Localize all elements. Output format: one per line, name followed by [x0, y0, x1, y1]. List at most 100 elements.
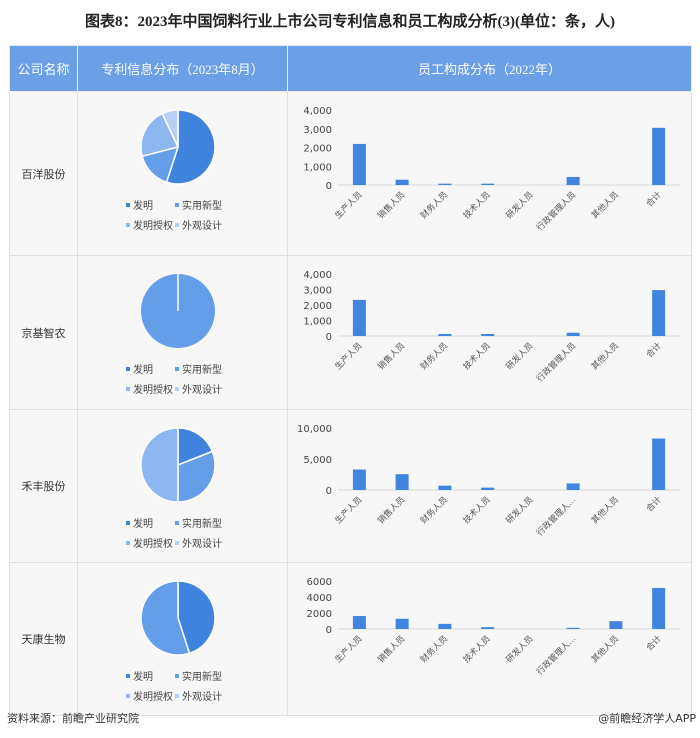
legend-label: 发明授权: [133, 383, 173, 396]
bar: [652, 438, 666, 490]
staff-bar-chart: 0 5,000 10,000 生产人员 销售人员 财务人员 技术人员 研发人员 行政管理人… 其他…: [297, 424, 680, 538]
bar: [352, 143, 366, 185]
bar: [652, 290, 666, 336]
patent-cell: 发明 实用新型 发明授权 外观设计: [77, 255, 288, 410]
x-tick-label: 行政管理人员: [534, 340, 578, 384]
x-tick-label: 生产人员: [333, 340, 365, 372]
legend-marker: [126, 387, 130, 391]
x-tick-label: 其他人员: [589, 189, 621, 221]
header-company: 公司名称: [9, 45, 78, 92]
legend-marker: [175, 521, 179, 525]
legend-marker: [175, 367, 179, 371]
bar: [481, 183, 495, 185]
x-tick-label: 技术人员: [461, 494, 493, 526]
pie-slice: [161, 109, 179, 148]
bar: [438, 623, 452, 629]
y-tick-label: 2,000: [303, 144, 332, 155]
x-tick-label: 其他人员: [589, 340, 621, 372]
staff-cell: 0 1,000 2,000 3,000 4,000 生产人员 销售人员 财务人员 技术人员 研发人…: [287, 91, 692, 256]
legend-marker: [126, 694, 130, 698]
y-tick-label: 6000: [307, 577, 332, 588]
page-title: 图表8：2023年中国饲料行业上市公司专利信息和员工构成分析(3)(单位：条，人…: [85, 14, 615, 30]
bar: [481, 627, 495, 629]
x-tick-label: 其他人员: [589, 494, 621, 526]
y-tick-label: 1,000: [303, 317, 332, 328]
legend-marker: [126, 541, 130, 545]
analysis-table: 公司名称 专利信息分布（2023年8月） 员工构成分布（2022年） 百洋股份发…: [9, 45, 692, 716]
legend-marker: [126, 521, 130, 525]
legend-marker: [126, 367, 130, 371]
x-tick-label: 财务人员: [418, 340, 450, 372]
legend-label: 发明授权: [133, 690, 173, 703]
bar: [481, 333, 495, 336]
y-tick-label: 4,000: [303, 106, 332, 117]
legend-label: 实用新型: [182, 199, 222, 212]
bar: [438, 333, 452, 336]
x-tick-label: 合计: [644, 494, 664, 514]
legend-marker: [175, 203, 179, 207]
staff-bar-chart: 0 1,000 2,000 3,000 4,000 生产人员 销售人员 财务人员 技术人员 研发人…: [303, 106, 680, 233]
bar: [566, 332, 580, 336]
pie-slice: [177, 427, 214, 467]
x-tick-label: 财务人员: [418, 189, 450, 221]
bar: [481, 487, 495, 490]
legend-label: 发明: [133, 517, 153, 530]
x-tick-label: 财务人员: [418, 494, 450, 526]
pie-slice: [140, 580, 191, 656]
x-tick-label: 行政管理人…: [534, 633, 578, 677]
legend-marker: [126, 674, 130, 678]
brand-note: @前瞻经济学人APP: [598, 712, 696, 725]
legend-label: 外观设计: [182, 219, 222, 232]
company-name: 禾丰股份: [9, 409, 78, 563]
patent-cell: 发明 实用新型 发明授权 外观设计: [77, 91, 288, 256]
staff-cell: 0 5,000 10,000 生产人员 销售人员 财务人员 技术人员 研发人员 行政管理人… 其他…: [287, 409, 692, 563]
legend-label: 发明: [133, 363, 153, 376]
legend-marker: [175, 223, 179, 227]
y-tick-label: 4,000: [303, 270, 332, 281]
company-name: 天康生物: [9, 562, 78, 716]
y-tick-label: 0: [326, 625, 332, 636]
y-tick-label: 3,000: [303, 125, 332, 136]
x-tick-label: 销售人员: [375, 189, 407, 221]
table-header: 公司名称 专利信息分布（2023年8月） 员工构成分布（2022年）: [9, 45, 692, 92]
x-tick-label: 行政管理人员: [534, 189, 578, 233]
bar: [352, 616, 366, 629]
staff-cell: 0 2000 4000 6000 生产人员 销售人员 财务人员 技术人员 研发人员 行政管理人… 其…: [287, 562, 692, 716]
x-tick-label: 合计: [644, 340, 664, 360]
bar: [566, 176, 580, 185]
legend-label: 发明: [133, 199, 153, 212]
x-tick-label: 生产人员: [333, 494, 365, 526]
legend-label: 实用新型: [182, 517, 222, 530]
bar: [566, 483, 580, 490]
legend-label: 实用新型: [182, 363, 222, 376]
y-tick-label: 5,000: [303, 455, 332, 466]
bar: [652, 127, 666, 185]
company-name: 京基智农: [9, 255, 78, 410]
patent-cell: 发明 实用新型 发明授权 外观设计: [77, 562, 288, 716]
bar: [395, 179, 409, 185]
bar: [566, 627, 580, 629]
x-tick-label: 技术人员: [461, 189, 493, 221]
bar: [395, 474, 409, 490]
legend-label: 发明授权: [133, 537, 173, 550]
y-tick-label: 0: [326, 332, 332, 343]
legend-label: 实用新型: [182, 670, 222, 683]
x-tick-label: 合计: [644, 633, 664, 653]
x-tick-label: 合计: [644, 189, 664, 209]
header-patent: 专利信息分布（2023年8月）: [77, 45, 288, 92]
x-tick-label: 技术人员: [461, 633, 493, 665]
x-tick-label: 研发人员: [504, 340, 536, 372]
legend-label: 外观设计: [182, 537, 222, 550]
table-row: 禾丰股份发明 实用新型 发明授权 外观设计 0 5,000 10,000 生产人员 销售人员 财务…: [9, 409, 692, 563]
legend-marker: [175, 541, 179, 545]
x-tick-label: 其他人员: [589, 633, 621, 665]
y-tick-label: 4000: [307, 593, 332, 604]
patent-cell: 发明 实用新型 发明授权 外观设计: [77, 409, 288, 563]
bar: [395, 618, 409, 629]
x-tick-label: 研发人员: [504, 633, 536, 665]
pie-slice: [140, 112, 180, 158]
legend-marker: [175, 694, 179, 698]
pie-slice: [177, 580, 216, 655]
